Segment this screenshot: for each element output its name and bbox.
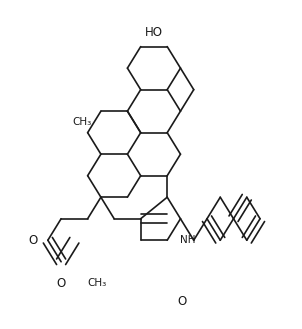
Text: O: O (177, 295, 187, 308)
Text: HO: HO (145, 26, 163, 39)
Text: NH: NH (181, 235, 196, 245)
Text: O: O (28, 234, 38, 247)
Text: CH₃: CH₃ (88, 278, 107, 288)
Text: O: O (56, 277, 66, 290)
Text: CH₃: CH₃ (73, 117, 92, 127)
